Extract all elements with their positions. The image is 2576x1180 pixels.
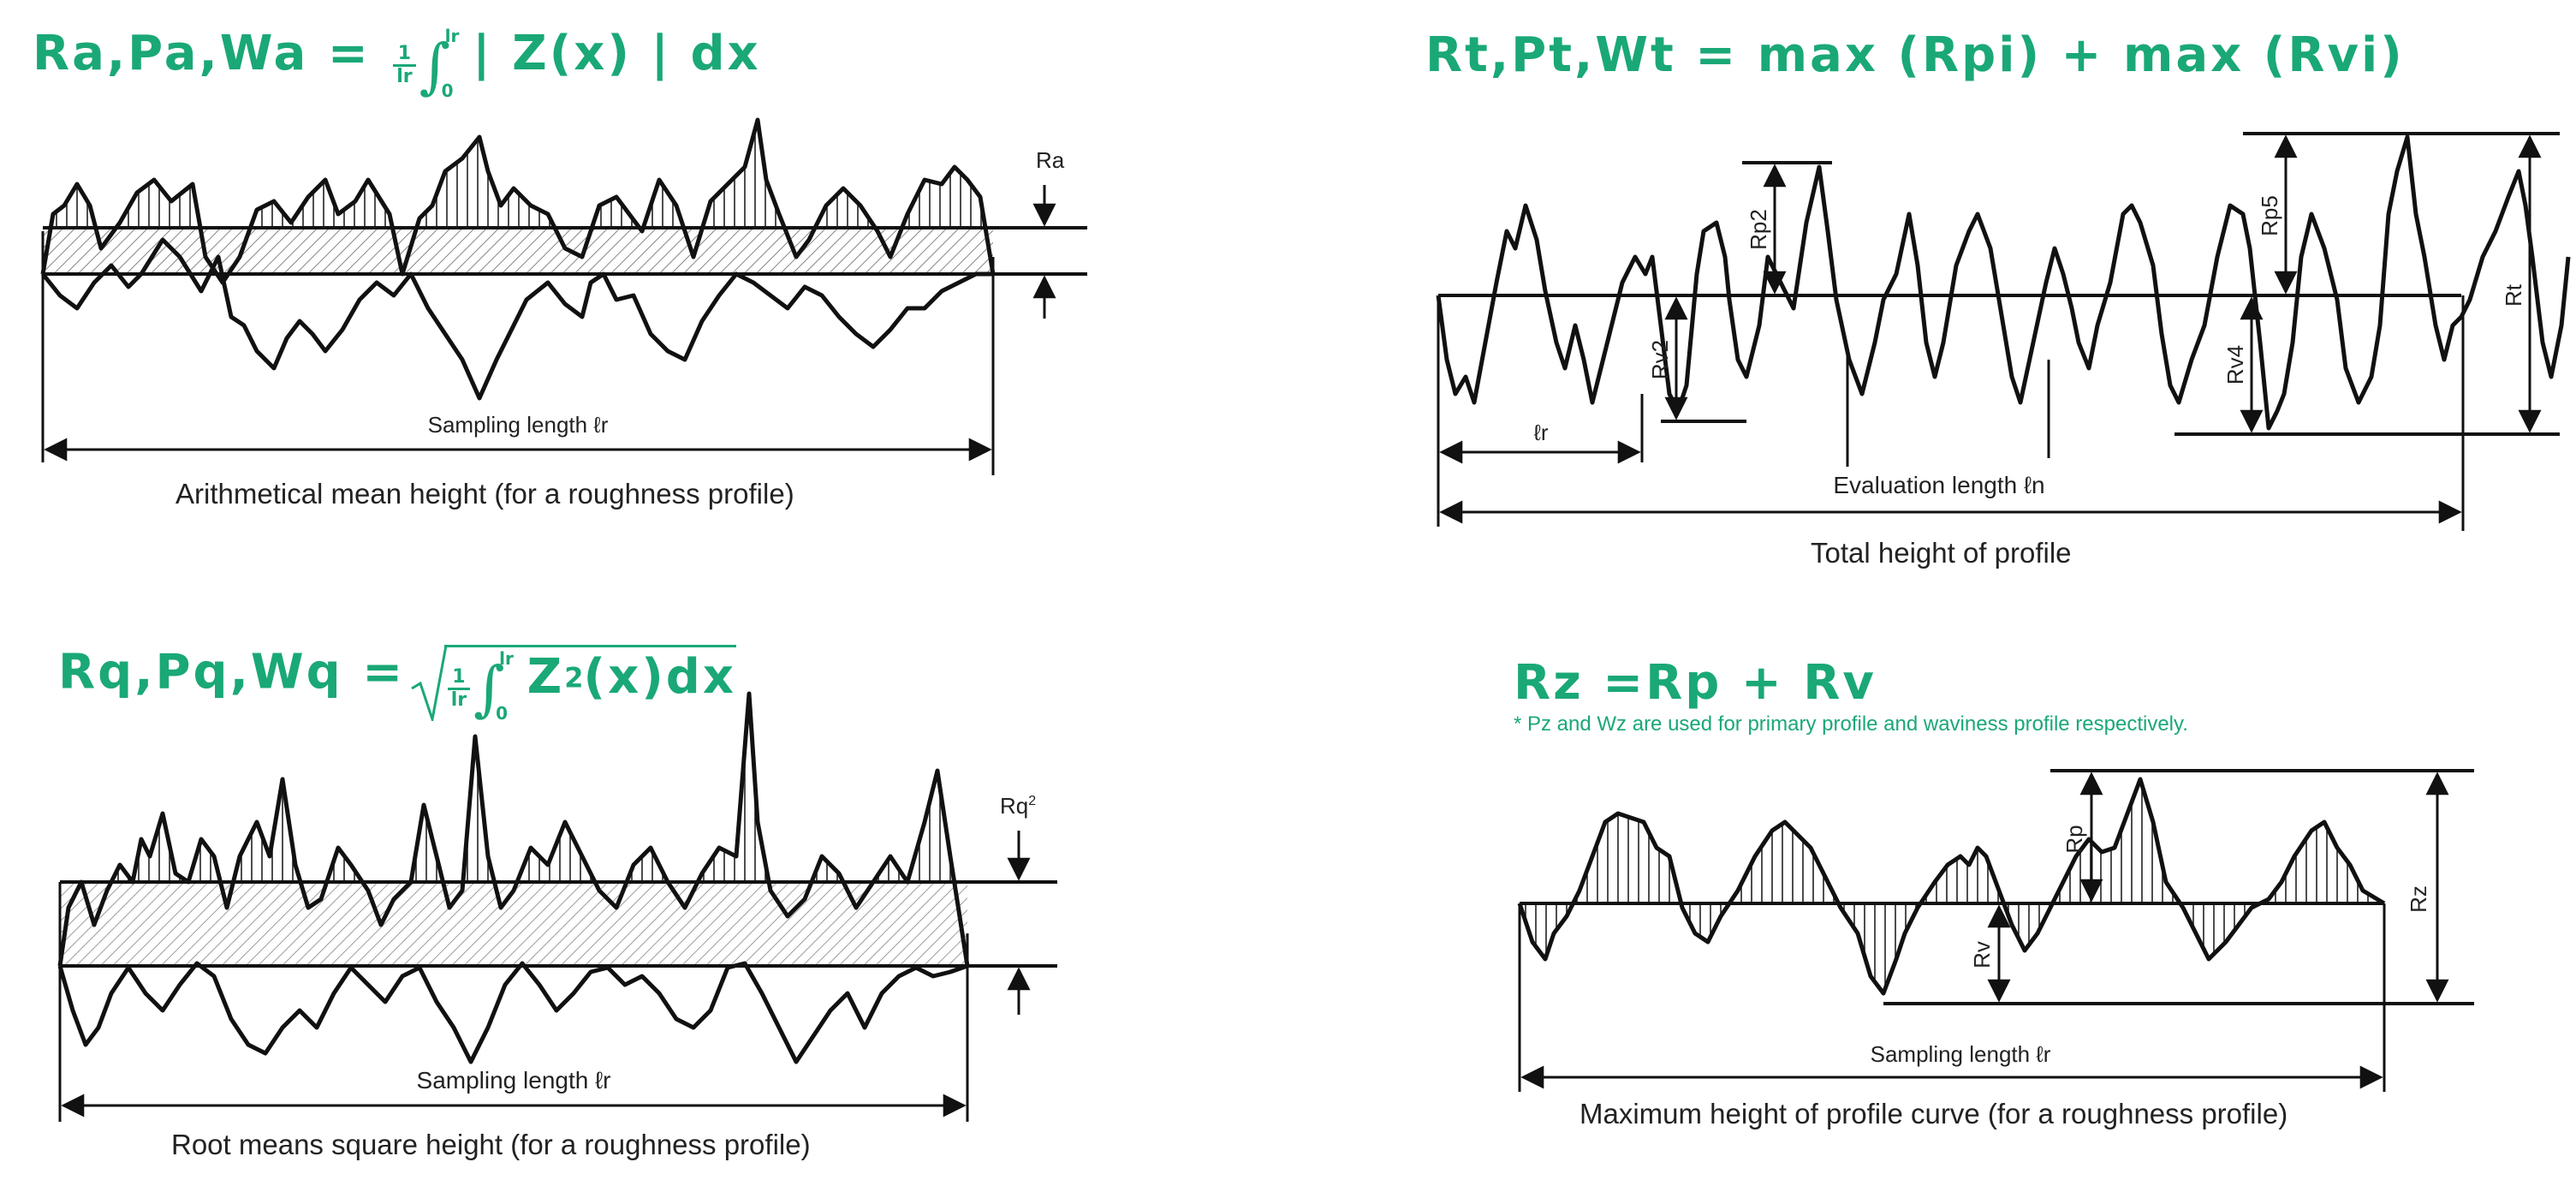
rt-rp5-label: Rp5 <box>2257 195 2282 236</box>
rt-rv4-label: Rv4 <box>2222 345 2248 384</box>
rq-length-label: Sampling length ℓr <box>417 1067 611 1094</box>
rz-rz-label: Rz <box>2406 885 2431 913</box>
rz-note: * Pz and Wz are used for primary profile… <box>1514 712 2188 736</box>
rq-formula: Rq,Pq,Wq = 1 lr ∫ lr 0 Z2(x)dx <box>58 644 736 724</box>
rz-formula: Rz =Rp + Rv <box>1514 655 1877 711</box>
rz-caption: Maximum height of profile curve (for a r… <box>1580 1098 2288 1129</box>
rt-formula: Rt,Pt,Wt = max (Rpi) + max (Rvi) <box>1425 27 2405 83</box>
integral-icon: ∫ lr 0 <box>419 25 460 101</box>
rt-rv2-label: Rv2 <box>1647 340 1673 379</box>
ra-caption: Arithmetical mean height (for a roughnes… <box>176 478 794 510</box>
rt-length-label: Evaluation length ℓn <box>1833 472 2044 498</box>
rt-rt-label: Rt <box>2501 283 2526 307</box>
ra-diagram: Ra Sampling length ℓr <box>40 117 1087 475</box>
rz-length-label: Sampling length ℓr <box>1871 1041 2051 1067</box>
rq-caption: Root means square height (for a roughnes… <box>171 1129 811 1160</box>
rz-rp-label: Rp <box>2061 825 2087 853</box>
rt-rp2-label: Rp2 <box>1746 209 1771 250</box>
rq-diagram: Rq2 Sampling length ℓr <box>57 691 1057 1122</box>
ra-marker-label: Ra <box>1036 147 1065 173</box>
ra-formula: Ra,Pa,Wa = 1 lr ∫ lr 0 | Z(x) | dx <box>33 25 761 101</box>
rt-diagram: Rp2 Rv2 Rp5 Rv4 Rt ℓr Evaluation length … <box>1436 132 2571 531</box>
rq-marker-label: Rq2 <box>1000 793 1036 819</box>
rt-caption: Total height of profile <box>1811 537 2072 569</box>
sqrt-icon <box>410 644 448 724</box>
rt-lr-label: ℓr <box>1533 420 1548 445</box>
ra-length-label: Sampling length ℓr <box>428 412 609 438</box>
rz-diagram: Rp Rv Rz Sampling length ℓr <box>1517 769 2474 1092</box>
ra-fraction: 1 lr <box>393 44 416 87</box>
rz-rv-label: Rv <box>1969 941 1995 968</box>
